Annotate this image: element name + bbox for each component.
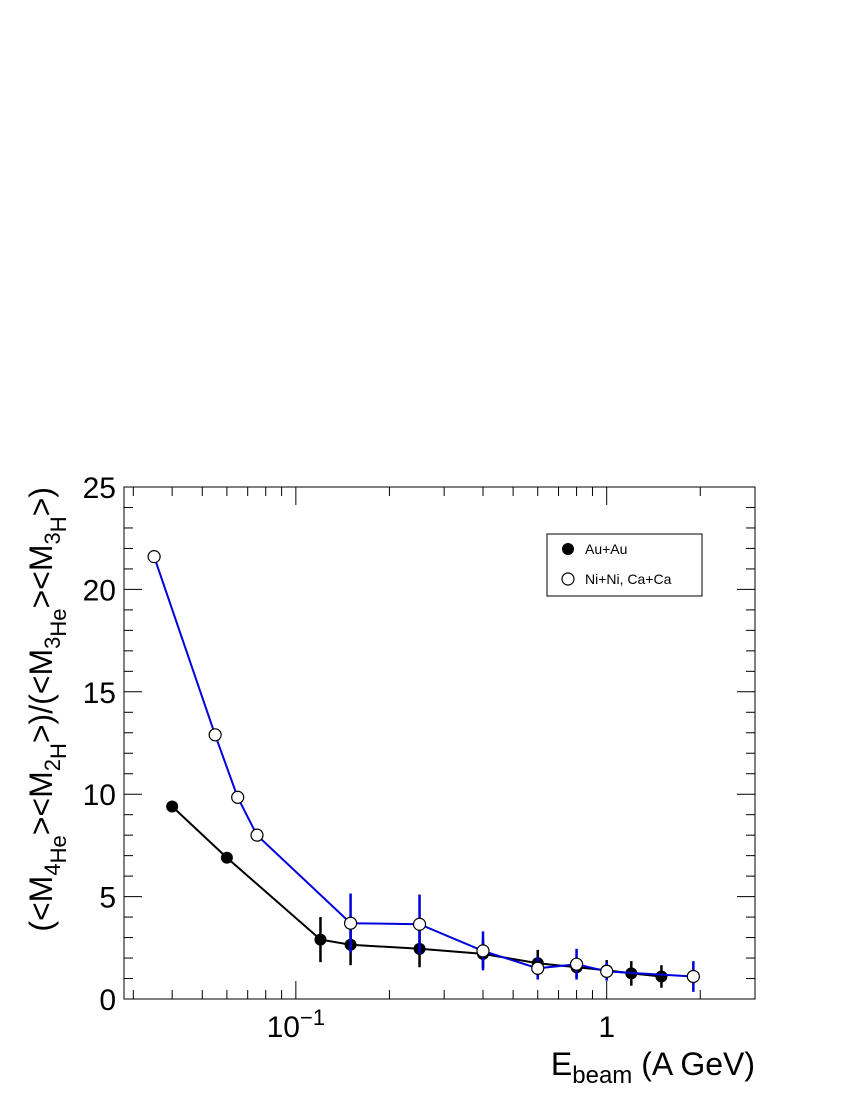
legend-marker-ni-ni-ca-ca: [561, 572, 575, 586]
data-point: [600, 964, 614, 978]
series-ni-ni-ca-ca: [147, 550, 700, 992]
data-point: [343, 916, 358, 930]
x-tick-label: 10−1: [267, 1005, 325, 1044]
y-tick-label: 20: [83, 574, 116, 607]
legend: Au+Au Ni+Ni, Ca+Ca: [546, 533, 703, 597]
x-tick-label: 1: [598, 1011, 615, 1044]
series-au-au: [166, 800, 668, 988]
legend-box: [546, 533, 703, 597]
data-point: [655, 970, 668, 983]
data-point: [147, 550, 161, 564]
data-point: [250, 828, 264, 842]
data-point: [314, 933, 327, 946]
data-point: [412, 917, 427, 931]
data-point: [569, 957, 584, 971]
data-point: [231, 790, 245, 804]
y-tick-label: 0: [99, 984, 116, 1017]
data-point: [531, 961, 545, 975]
legend-label-ni-ni-ca-ca: Ni+Ni, Ca+Ca: [585, 571, 672, 587]
y-tick-label: 10: [83, 779, 116, 812]
x-axis-title: Ebeam (A GeV): [551, 1046, 755, 1089]
data-point: [686, 969, 700, 984]
axis-ticks: 0 5 10 15 20 25 10−1 1: [83, 472, 756, 1044]
data-point: [208, 728, 222, 742]
data-point: [476, 944, 490, 958]
data-point: [166, 800, 179, 813]
data-series: [147, 550, 700, 992]
y-tick-label: 15: [83, 677, 116, 710]
y-tick-label: 5: [99, 882, 116, 915]
y-axis-title: (<M4He><M2H>)/(<M3He><M3H>): [23, 487, 71, 932]
plot-frame: [123, 486, 756, 1000]
series-line: [153, 556, 694, 978]
y-tick-label: 25: [83, 472, 116, 505]
legend-label-au-au: Au+Au: [585, 541, 627, 557]
legend-marker-au-au: [562, 543, 574, 555]
data-point: [220, 851, 233, 864]
